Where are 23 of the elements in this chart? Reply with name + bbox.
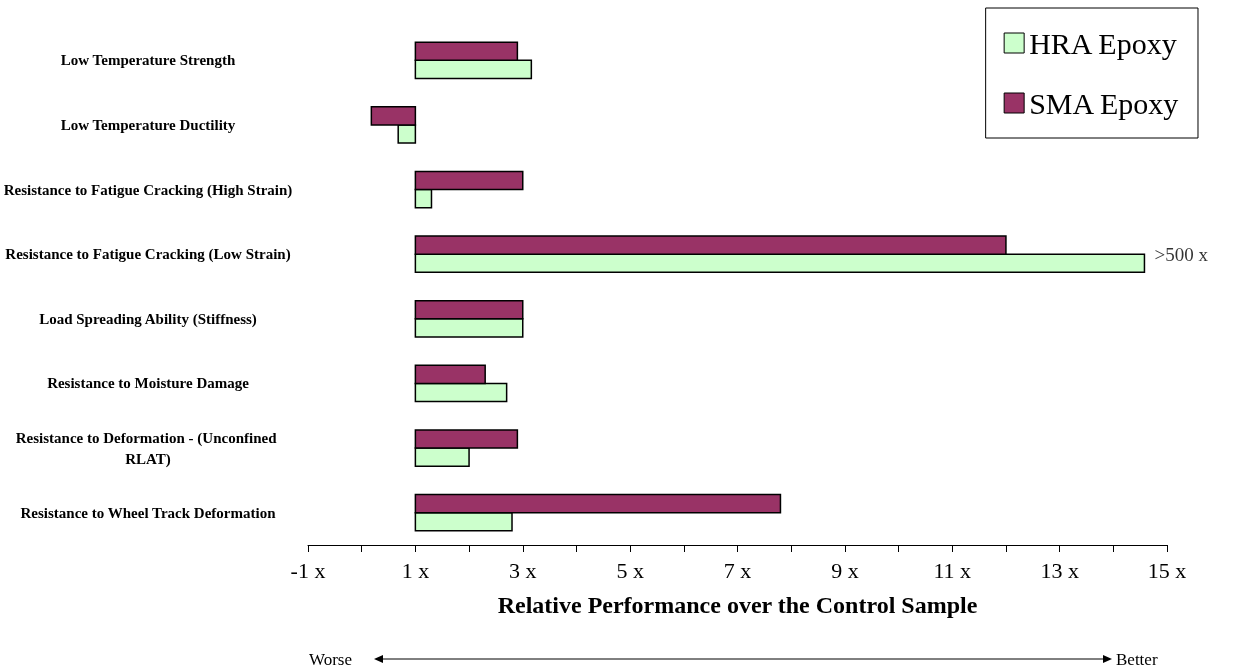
x-tick-label: 1 x bbox=[401, 557, 430, 583]
x-tick-label: -1 x bbox=[290, 557, 326, 583]
y-tick-label: Resistance to Deformation - (Unconfined RLAT) bbox=[15, 429, 281, 468]
x-tick-label: 5 x bbox=[616, 557, 644, 583]
x-tick-label: 9 x bbox=[831, 557, 859, 583]
annotation: >500 x bbox=[1154, 243, 1209, 265]
y-tick-label: Low Temperature Strength bbox=[60, 52, 236, 69]
x-tick-label: 13 x bbox=[1040, 557, 1079, 583]
x-axis-title: Relative Performance over the Control Sample bbox=[497, 592, 978, 618]
y-tick-label: Resistance to Fatigue Cracking (Low Strain) bbox=[5, 246, 291, 264]
legend-label: HRA Epoxy bbox=[1029, 26, 1177, 60]
legend-label: SMA Epoxy bbox=[1029, 86, 1179, 120]
y-tick-label: Resistance to Moisture Damage bbox=[47, 375, 250, 392]
x-tick-label: 7 x bbox=[723, 557, 752, 583]
y-tick-label: Low Temperature Ductility bbox=[60, 116, 236, 133]
y-tick-label: Resistance to Fatigue Cracking (High Strain) bbox=[3, 181, 293, 199]
x-tick-label: 3 x bbox=[509, 557, 537, 583]
text: Better bbox=[1116, 650, 1158, 670]
y-tick-label: Load Spreading Ability (Stiffness) bbox=[39, 310, 257, 328]
y-tick-label: Resistance to Wheel Track Deformation bbox=[20, 504, 277, 521]
x-tick-label: 15 x bbox=[1147, 557, 1187, 583]
x-tick-label: 11 x bbox=[933, 557, 972, 583]
text: Worse bbox=[309, 650, 353, 670]
